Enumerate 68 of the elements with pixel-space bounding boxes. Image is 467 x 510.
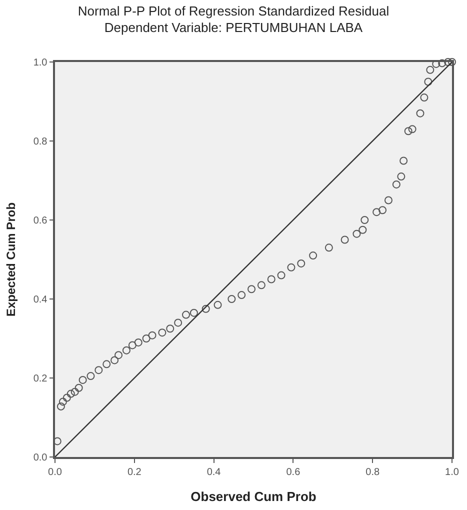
- point: [309, 252, 318, 260]
- point: [257, 281, 266, 290]
- point: [277, 271, 286, 280]
- point: [416, 109, 424, 118]
- point: [174, 318, 182, 327]
- y-tick-label: 1.0: [33, 58, 48, 68]
- point: [324, 244, 333, 252]
- x-tick-label: 0.2: [127, 466, 142, 478]
- x-tick-label: 0.6: [286, 466, 301, 478]
- point: [238, 291, 246, 300]
- point: [148, 331, 156, 340]
- point: [56, 402, 65, 410]
- point: [166, 324, 174, 333]
- point: [360, 216, 369, 224]
- point: [408, 125, 416, 134]
- point: [70, 388, 79, 396]
- point: [66, 390, 75, 398]
- y-tick-label: 0.0: [33, 452, 48, 464]
- point: [297, 259, 306, 268]
- point: [128, 341, 136, 350]
- chart-title: Normal P-P Plot of Regression Standardized Residual: [78, 3, 390, 18]
- point: [340, 236, 349, 244]
- point: [134, 338, 142, 346]
- point: [397, 172, 406, 181]
- point: [122, 346, 130, 354]
- y-axis-title: Expected Cum Prob: [4, 202, 18, 317]
- point: [114, 351, 123, 360]
- point: [62, 394, 71, 402]
- point: [94, 366, 103, 374]
- point: [202, 304, 210, 313]
- point: [287, 263, 296, 272]
- point: [228, 295, 236, 303]
- point: [448, 58, 456, 66]
- point: [190, 308, 198, 317]
- x-tick-label: 0.0: [48, 466, 62, 478]
- point: [74, 384, 83, 392]
- point: [78, 376, 87, 384]
- point: [248, 285, 256, 294]
- point: [142, 334, 150, 342]
- point: [58, 398, 67, 406]
- point: [438, 59, 446, 68]
- x-tick-label: 0.8: [366, 466, 380, 478]
- x-tick-label: 0.4: [206, 466, 222, 478]
- x-tick-label: 1.0: [445, 466, 460, 478]
- point: [352, 230, 361, 238]
- point: [420, 94, 428, 102]
- point: [372, 208, 381, 216]
- y-tick-label: 0.8: [33, 136, 48, 148]
- point: [86, 372, 95, 380]
- point: [400, 156, 408, 165]
- point: [214, 300, 222, 309]
- point: [426, 66, 434, 74]
- point: [392, 180, 400, 188]
- point: [267, 275, 276, 284]
- point: [110, 356, 119, 364]
- point: [384, 196, 392, 204]
- y-tick-label: 0.4: [33, 294, 48, 306]
- point: [158, 328, 166, 337]
- point: [404, 127, 412, 136]
- point: [182, 310, 190, 319]
- y-tick-label: 0.2: [33, 374, 48, 384]
- chart-subtitle: Dependent Variable: PERTUMBUHAN LABA: [104, 20, 363, 36]
- point: [102, 360, 111, 368]
- x-axis-title: Observed Cum Prob: [190, 488, 316, 504]
- y-tick-label: 0.6: [33, 216, 48, 226]
- point: [424, 78, 432, 86]
- point: [358, 226, 367, 234]
- point: [378, 206, 387, 214]
